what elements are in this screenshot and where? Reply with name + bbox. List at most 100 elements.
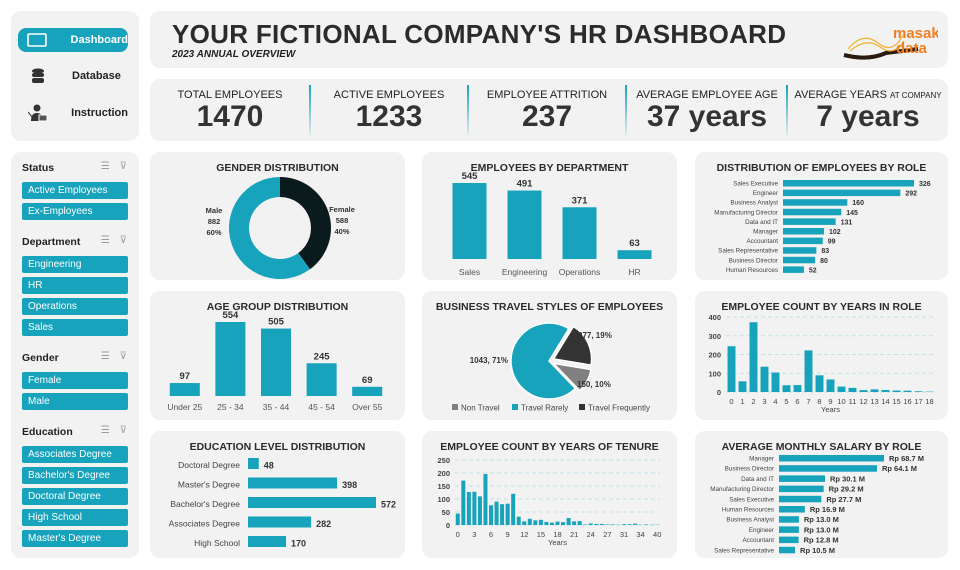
x-tick-label: 12: [520, 530, 528, 539]
category-label: Engineer: [753, 190, 778, 197]
kpi-label: AVERAGE YEARS AT COMPANY: [788, 89, 948, 101]
filter-option[interactable]: HR: [22, 277, 128, 294]
data-label: Rp 10.5 M: [800, 546, 835, 555]
filter-option[interactable]: Sales: [22, 319, 128, 336]
bar: [779, 536, 799, 544]
data-label: 371: [572, 195, 589, 206]
kpi-label-main: AVERAGE YEARS: [794, 89, 887, 101]
bar: [779, 516, 799, 523]
kpi-label: ACTIVE EMPLOYEES: [333, 89, 445, 101]
x-tick-label: 7: [806, 397, 810, 406]
bar: [783, 189, 901, 197]
kpi-bar: TOTAL EMPLOYEES 1470 ACTIVE EMPLOYEES 1233…: [150, 79, 948, 141]
data-label: 83: [821, 248, 829, 255]
filter-option[interactable]: Ex-Employees: [22, 203, 128, 220]
x-tick-label: 15: [892, 397, 900, 406]
svg-text:data: data: [896, 40, 928, 57]
multi-select-icon[interactable]: ☰: [100, 351, 120, 362]
bar: [248, 536, 287, 547]
category-label: Sales Representative: [718, 248, 778, 255]
x-tick-label: 6: [489, 530, 493, 539]
bar: [527, 518, 532, 525]
clear-filter-icon[interactable]: ⊽: [119, 235, 127, 246]
bar: [892, 390, 901, 392]
x-tick-label: 0: [729, 397, 733, 406]
multi-select-icon[interactable]: ☰: [100, 161, 120, 172]
filter-option[interactable]: Doctoral Degree: [22, 488, 128, 505]
filter-option[interactable]: Female: [22, 372, 128, 389]
category-label: Sales: [459, 267, 480, 277]
bar: [494, 501, 499, 525]
clear-filter-icon[interactable]: ⊽: [119, 161, 127, 172]
bar: [588, 523, 593, 525]
kpi-attrition: EMPLOYEE ATTRITION 237: [468, 79, 626, 141]
filter-option[interactable]: Associates Degree: [22, 446, 128, 463]
kpi-value: 1470: [196, 100, 264, 133]
x-tick-label: 40: [653, 530, 661, 539]
filter-option[interactable]: High School: [22, 509, 128, 526]
logo: masak data: [838, 21, 940, 61]
data-label: 245: [314, 351, 331, 362]
bar: [815, 375, 824, 392]
data-label: 131: [841, 219, 853, 226]
category-label: Engineer: [749, 527, 774, 534]
x-axis-title: Years: [821, 405, 840, 414]
slice-value: 882: [208, 217, 221, 226]
filter-option[interactable]: Active Employees: [22, 182, 128, 199]
data-label: 63: [629, 238, 640, 249]
filter-option[interactable]: Operations: [22, 298, 128, 315]
clear-filter-icon[interactable]: ⊽: [119, 425, 127, 436]
nav-instruction[interactable]: Instruction: [18, 101, 128, 125]
legend-swatch: [579, 404, 585, 410]
slice: [551, 362, 592, 392]
kpi-average-years: AVERAGE YEARS AT COMPANY 7 years: [788, 79, 948, 141]
x-tick-label: 5: [784, 397, 788, 406]
divider: [786, 85, 788, 135]
bar: [783, 256, 816, 264]
multi-select-icon[interactable]: ☰: [100, 235, 120, 246]
category-label: Operations: [559, 267, 601, 277]
x-tick-label: 17: [914, 397, 922, 406]
filter-option[interactable]: Bachelor's Degree: [22, 467, 128, 484]
x-tick-label: 10: [837, 397, 845, 406]
category-label: Business Director: [729, 257, 778, 264]
bar: [779, 465, 877, 472]
y-tick-label: 250: [437, 456, 450, 465]
x-tick-label: 8: [817, 397, 821, 406]
slice: [552, 325, 593, 366]
bar: [599, 523, 604, 525]
y-tick-label: 0: [446, 521, 450, 530]
bar: [261, 328, 291, 396]
bar: [500, 504, 505, 525]
bar: [848, 387, 857, 392]
category-label: Sales Executive: [729, 496, 774, 503]
chart-title: AGE GROUP DISTRIBUTION: [207, 301, 349, 313]
bar: [522, 521, 527, 525]
filter-option[interactable]: Male: [22, 393, 128, 410]
x-axis-title: Years: [548, 538, 567, 547]
x-tick-label: 15: [537, 530, 545, 539]
department-card: EMPLOYEES BY DEPARTMENT 545 Sales 491 Engine…: [422, 152, 677, 280]
data-label: 282: [316, 519, 331, 529]
years-in-role-card: EMPLOYEE COUNT BY YEARS IN ROLE 0 100 200 30…: [695, 291, 948, 420]
multi-select-icon[interactable]: ☰: [100, 425, 120, 436]
category-label: Human Resources: [722, 507, 774, 514]
nav-dashboard[interactable]: Dashboard: [18, 28, 128, 52]
bar: [538, 519, 543, 525]
bar: [472, 491, 477, 525]
nav-label: Database: [72, 70, 121, 82]
data-label: 52: [809, 267, 817, 274]
category-label: Under 25: [167, 402, 202, 412]
filter-option[interactable]: Master's Degree: [22, 530, 128, 547]
clear-filter-icon[interactable]: ⊽: [119, 351, 127, 362]
nav-label: Dashboard: [70, 34, 128, 46]
category-label: Manager: [749, 456, 774, 463]
bar: [248, 458, 259, 469]
chart-title: EMPLOYEE COUNT BY YEARS IN ROLE: [721, 301, 921, 313]
svg-text:masak: masak: [893, 25, 938, 42]
category-label: Over 55: [352, 402, 383, 412]
filter-option[interactable]: Engineering: [22, 256, 128, 273]
bar: [783, 199, 848, 206]
category-label: Bachelor's Degree: [170, 499, 240, 509]
nav-database[interactable]: Database: [18, 64, 128, 88]
